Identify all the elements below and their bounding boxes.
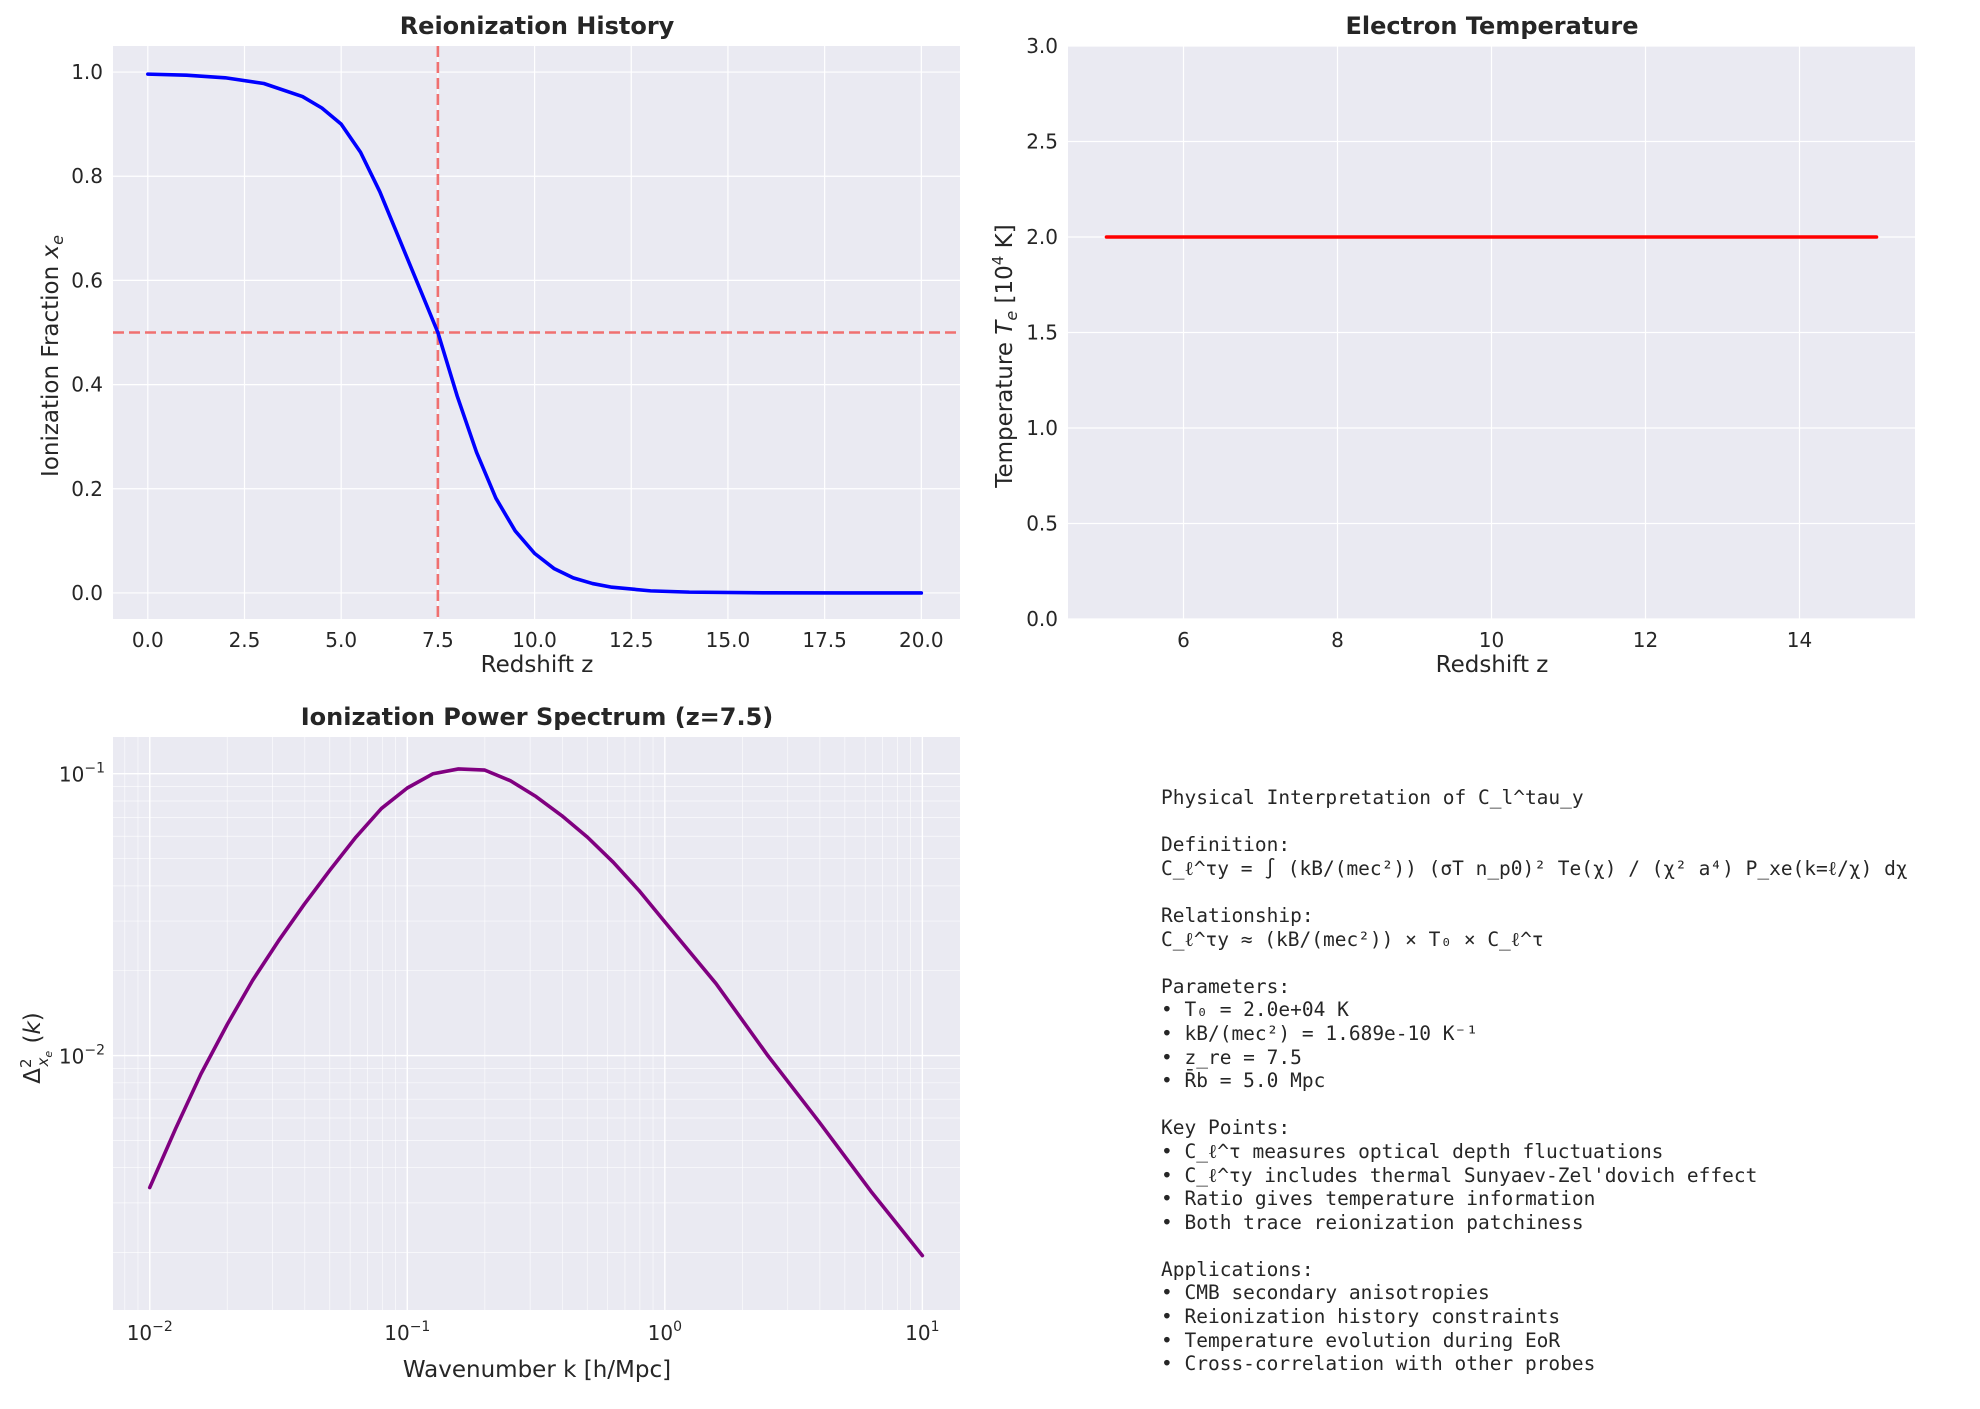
x-tick-label: 7.5: [422, 628, 454, 652]
reference-lines: [113, 46, 960, 619]
y-tick-label: 0.8: [71, 164, 103, 188]
keypoints-header: Key Points:: [1161, 1116, 1291, 1140]
y-tick-label: 3.0: [1026, 34, 1058, 58]
x-tick-labels: 6 8 10 12 14: [1177, 628, 1812, 652]
chart-title: Reionization History: [400, 12, 675, 40]
x-tick-label: 100: [648, 1319, 682, 1345]
parameter-item: • R̄b = 5.0 Mpc: [1161, 1069, 1326, 1093]
x-tick-label: 12: [1633, 628, 1658, 652]
y-tick-labels: 10−2 10−1: [59, 761, 105, 1069]
applications-header: Applications:: [1161, 1257, 1314, 1281]
chart-title: Ionization Power Spectrum (z=7.5): [301, 703, 774, 731]
y-axis-label: Δ2xe (k): [17, 1012, 55, 1084]
reionization-history-panel: 0.0 2.5 5.0 7.5 10.0 12.5 15.0 17.5 20.0 0.00.20…: [38, 12, 960, 678]
y-axis-label: Temperature Te [104 K]: [989, 224, 1021, 488]
keypoint-item: • C_ℓ^τ measures optical depth fluctuati…: [1161, 1139, 1664, 1163]
y-tick-label: 0.0: [71, 581, 103, 605]
y-tick-labels: 0.0 0.5 1.0 1.5 2.0 2.5 3.0: [1026, 34, 1058, 631]
application-item: • Reionization history constraints: [1161, 1305, 1561, 1329]
y-tick-label: 0.0: [1026, 607, 1058, 631]
x-tick-label: 6: [1177, 628, 1190, 652]
gridlines: [113, 737, 960, 1310]
x-tick-label: 14: [1787, 628, 1812, 652]
physical-interpretation-notes: Physical Interpretation of C_l^tau_y Def…: [1161, 786, 1908, 1376]
chart-title: Electron Temperature: [1346, 12, 1639, 40]
series-line: [146, 72, 924, 595]
x-tick-label: 10−2: [127, 1319, 173, 1345]
x-tick-label: 17.5: [802, 628, 847, 652]
parameter-item: • z_re = 7.5: [1161, 1045, 1302, 1069]
series-lines: [146, 72, 924, 595]
y-tick-label: 0.2: [71, 477, 103, 501]
x-tick-label: 10: [1479, 628, 1504, 652]
y-tick-label: 0.6: [71, 268, 103, 292]
parameter-item: • kB/(mec²) = 1.689e-10 K⁻¹: [1161, 1021, 1478, 1045]
y-tick-label: 1.0: [1026, 416, 1058, 440]
keypoint-item: • C_ℓ^τy includes thermal Sunyaev-Zel'do…: [1161, 1163, 1758, 1187]
x-axis-label: Wavenumber k [h/Mpc]: [403, 1357, 671, 1383]
series-lines: [147, 767, 925, 1258]
y-tick-label: 1.5: [1026, 321, 1058, 345]
x-tick-label: 10.0: [512, 628, 557, 652]
keypoint-item: • Ratio gives temperature information: [1161, 1187, 1596, 1211]
x-tick-label: 15.0: [706, 628, 751, 652]
parameters-header: Parameters:: [1161, 974, 1291, 998]
x-tick-labels: 10−2 10−1 100 101: [127, 1319, 940, 1345]
x-tick-label: 5.0: [325, 628, 357, 652]
x-tick-label: 0.0: [132, 628, 164, 652]
application-item: • CMB secondary anisotropies: [1161, 1281, 1490, 1305]
y-tick-label: 0.5: [1026, 512, 1058, 536]
x-axis-label: Redshift z: [481, 652, 594, 678]
notes-title: Physical Interpretation of C_l^tau_y: [1161, 786, 1584, 809]
x-tick-label: 10−1: [384, 1319, 430, 1345]
relationship-header: Relationship:: [1161, 903, 1314, 927]
y-tick-label: 0.4: [71, 373, 103, 397]
application-item: • Cross-correlation with other probes: [1161, 1352, 1596, 1376]
y-axis-label: Ionization Fraction xe: [38, 235, 67, 477]
x-tick-label: 101: [905, 1319, 939, 1345]
x-tick-labels: 0.0 2.5 5.0 7.5 10.0 12.5 15.0 17.5 20.0: [132, 628, 944, 652]
x-axis-label: Redshift z: [1436, 652, 1549, 678]
x-tick-label: 12.5: [609, 628, 654, 652]
series-line: [147, 767, 925, 1258]
keypoint-item: • Both trace reionization patchiness: [1161, 1210, 1584, 1234]
relationship-formula: C_ℓ^τy ≈ (kB/(mec²)) × T₀ × C_ℓ^τ: [1161, 927, 1544, 951]
x-tick-label: 2.5: [229, 628, 261, 652]
x-tick-label: 20.0: [899, 628, 944, 652]
y-tick-label: 10−2: [59, 1043, 105, 1069]
electron-temperature-panel: 6 8 10 12 14 0.0 0.5 1.0 1.5 2.0 2.5 3.0 Electron …: [989, 12, 1915, 678]
plot-area: [113, 737, 960, 1310]
x-tick-label: 8: [1331, 628, 1344, 652]
y-tick-label: 2.0: [1026, 225, 1058, 249]
y-tick-label: 1.0: [71, 60, 103, 84]
y-tick-labels: 0.0 0.2 0.4 0.6 0.8 1.0: [71, 60, 103, 605]
definition-formula: C_ℓ^τy = ∫ (kB/(mec²)) (σT n_p0)² Te(χ) …: [1161, 856, 1908, 880]
power-spectrum-panel: 10−2 10−1 100 101 10−2 10−1 Ionization Power…: [17, 703, 960, 1383]
definition-header: Definition:: [1161, 833, 1291, 857]
y-tick-label: 2.5: [1026, 130, 1058, 154]
parameter-item: • T₀ = 2.0e+04 K: [1161, 998, 1349, 1022]
y-tick-label: 10−1: [59, 761, 105, 787]
application-item: • Temperature evolution during EoR: [1161, 1328, 1561, 1352]
